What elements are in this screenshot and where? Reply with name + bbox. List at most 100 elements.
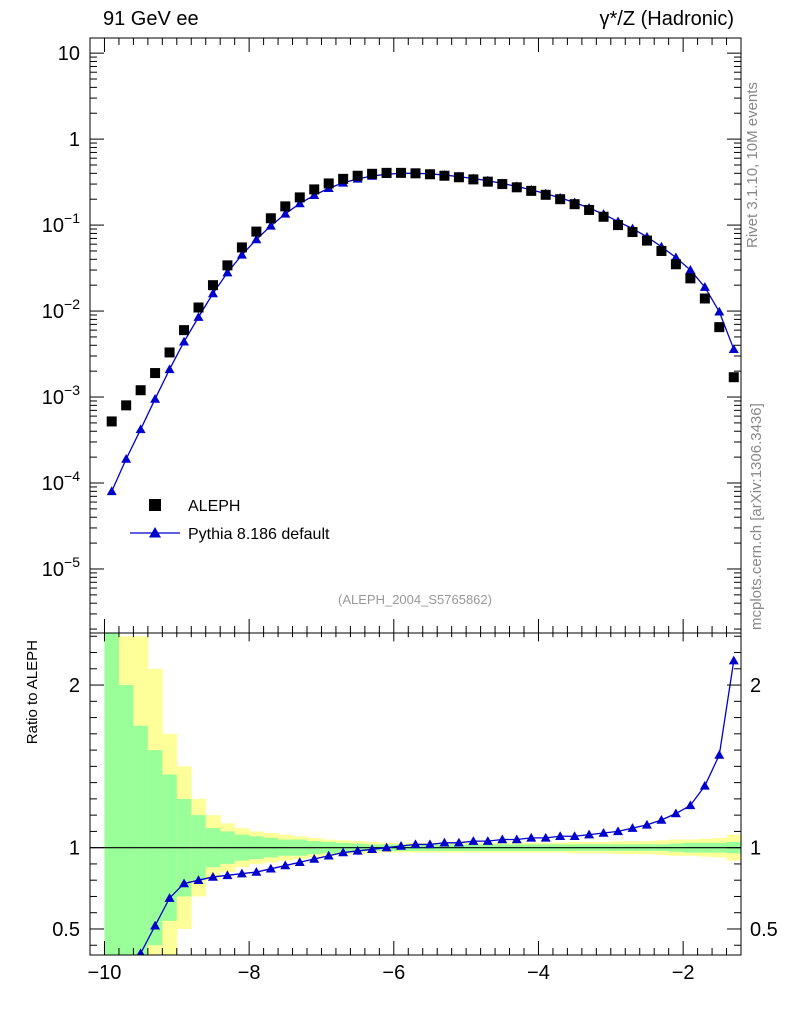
ratio-pythia-point xyxy=(468,836,479,845)
aleph-point xyxy=(309,184,320,195)
pythia-point xyxy=(670,252,681,262)
pythia-point xyxy=(265,220,276,230)
pythia-point xyxy=(193,312,204,321)
legend-pythia-marker xyxy=(149,527,161,538)
aleph-point xyxy=(164,347,175,358)
ratio-pythia-point xyxy=(424,839,435,849)
pythia-point xyxy=(714,306,725,316)
aleph-point xyxy=(294,192,305,203)
ratio-pythia-point xyxy=(584,829,595,839)
ratio-pythia-point xyxy=(540,832,551,842)
aleph-point xyxy=(265,213,276,224)
ratio-band-inner xyxy=(104,633,120,955)
pythia-point xyxy=(179,336,190,346)
x-tick-label: −2 xyxy=(672,962,695,984)
aleph-point xyxy=(280,201,291,212)
main-y-tick-label: 10−1 xyxy=(42,210,80,237)
main-y-tick-label: 10−3 xyxy=(42,382,80,409)
ratio-pythia-point xyxy=(207,871,218,881)
aleph-point xyxy=(584,204,595,215)
pythia-point xyxy=(280,208,291,218)
pythia-point xyxy=(251,234,262,244)
ratio-plot-frame xyxy=(89,632,742,956)
analysis-tag: (ALEPH_2004_S5765862) xyxy=(338,592,492,607)
ratio-pythia-point xyxy=(641,819,652,829)
ratio-pythia-point xyxy=(555,831,566,841)
pythia-point xyxy=(309,190,320,200)
aleph-point xyxy=(207,280,218,291)
aleph-point xyxy=(222,260,233,271)
ratio-pythia-point xyxy=(367,844,378,854)
aleph-point xyxy=(367,168,378,179)
main-y-tick-label: 10−5 xyxy=(42,554,80,581)
pythia-point xyxy=(150,393,161,403)
aleph-point xyxy=(511,182,522,193)
ratio-band-inner xyxy=(133,725,149,955)
ratio-pythia-point xyxy=(396,841,407,850)
ratio-pythia-point xyxy=(164,893,175,902)
x-tick-label: −10 xyxy=(87,962,121,984)
legend-aleph-label: ALEPH xyxy=(188,498,240,515)
ratio-pythia-point xyxy=(236,868,247,878)
pythia-point xyxy=(106,486,117,496)
ratio-pythia-point xyxy=(497,834,508,844)
pythia-point xyxy=(121,454,132,463)
header-left-title: 91 GeV ee xyxy=(103,8,199,30)
pythia-point xyxy=(699,282,710,291)
ratio-y-tick-label: 0.5 xyxy=(52,919,80,941)
ratio-pythia-point xyxy=(251,867,262,876)
ratio-pythia-point xyxy=(699,780,710,790)
aleph-point xyxy=(641,235,652,246)
ratio-pythia-point xyxy=(439,837,450,847)
main-y-tick-label: 10 xyxy=(58,43,80,65)
ratio-pythia-point xyxy=(569,831,580,841)
pythia-point xyxy=(164,364,175,374)
pythia-point xyxy=(135,424,146,434)
x-tick-label: −8 xyxy=(238,962,261,984)
pythia-point xyxy=(685,265,696,274)
aleph-point xyxy=(497,179,508,190)
aleph-point xyxy=(121,400,132,411)
ratio-band-inner xyxy=(118,685,134,955)
pythia-point xyxy=(728,344,739,353)
aleph-point xyxy=(338,173,349,184)
ratio-pythia-point xyxy=(482,836,493,845)
aleph-point xyxy=(685,273,696,284)
ratio-y-tick-label: 2 xyxy=(69,675,80,697)
aleph-point xyxy=(352,170,363,181)
aleph-point xyxy=(670,259,681,270)
mcplots-source-label: mcplots.cern.ch [arXiv:1306.3436] xyxy=(748,403,765,630)
ratio-pythia-point xyxy=(352,845,363,855)
ratio-pythia-point xyxy=(309,854,320,863)
aleph-point xyxy=(656,245,667,256)
ratio-y-tick-label-right: 1 xyxy=(750,838,761,860)
pythia-point xyxy=(294,198,305,208)
aleph-point xyxy=(468,174,479,185)
main-y-tick-label: 10−2 xyxy=(42,296,80,323)
ratio-pythia-point xyxy=(323,850,334,860)
aleph-point xyxy=(526,185,537,196)
aleph-point xyxy=(193,302,204,313)
pythia-point xyxy=(207,288,218,298)
ratio-pythia-point xyxy=(381,842,392,852)
pythia-line xyxy=(111,172,735,492)
ratio-pythia-point xyxy=(150,920,161,930)
aleph-point xyxy=(251,226,262,237)
aleph-point xyxy=(106,416,117,427)
pythia-point xyxy=(236,249,247,259)
ratio-y-tick-label-right: 2 xyxy=(750,675,761,697)
aleph-point xyxy=(236,242,247,253)
aleph-point xyxy=(150,368,161,379)
aleph-point xyxy=(396,167,407,178)
ratio-pythia-point xyxy=(280,860,291,870)
ratio-pythia-point xyxy=(670,808,681,818)
aleph-point xyxy=(453,172,464,183)
ratio-pythia-point xyxy=(453,837,464,847)
ratio-pythia-point xyxy=(265,863,276,873)
ratio-pythia-point xyxy=(294,857,305,867)
x-tick-label: −4 xyxy=(527,962,550,984)
ratio-pythia-point xyxy=(685,800,696,810)
aleph-point xyxy=(598,211,609,222)
aleph-point xyxy=(482,176,493,187)
main-y-tick-label: 10−4 xyxy=(42,468,80,495)
